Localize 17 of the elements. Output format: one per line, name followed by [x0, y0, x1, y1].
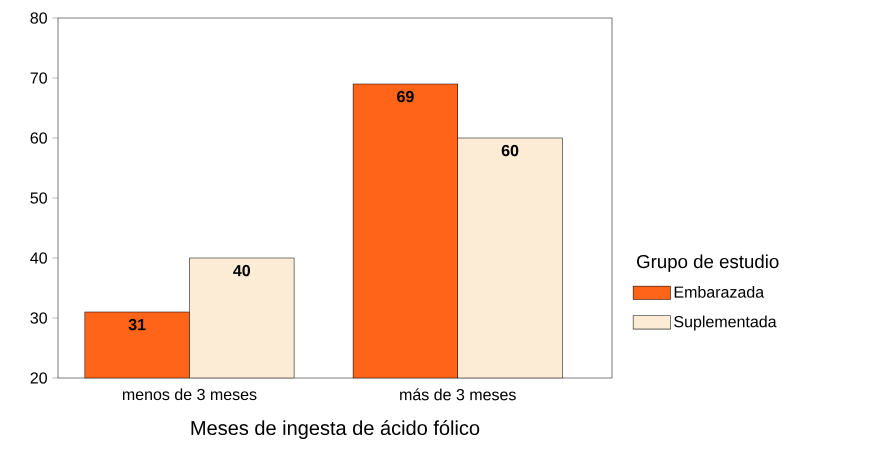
data-label: 40 — [233, 264, 250, 276]
y-tick-label: 70 — [30, 72, 47, 84]
y-tick-label: 50 — [30, 192, 47, 204]
y-tick-label: 60 — [30, 132, 47, 144]
y-tick-label: 20 — [30, 372, 47, 384]
data-label: 69 — [397, 90, 414, 102]
legend-label: Embarazada — [674, 286, 764, 298]
data-label: 60 — [502, 144, 518, 156]
legend-label: Suplementada — [674, 316, 777, 331]
y-tick-label: 80 — [30, 12, 47, 24]
x-axis-title: Meses de ingesta de ácido fólico — [192, 420, 480, 440]
y-tick-label: 40 — [30, 252, 47, 264]
x-tick-label: más de 3 meses — [400, 388, 516, 400]
data-label: 31 — [128, 318, 146, 330]
y-tick-label: 30 — [30, 312, 47, 324]
legend-title: Grupo de estudio — [637, 254, 778, 272]
x-tick-label: menos de 3 meses — [122, 388, 256, 400]
